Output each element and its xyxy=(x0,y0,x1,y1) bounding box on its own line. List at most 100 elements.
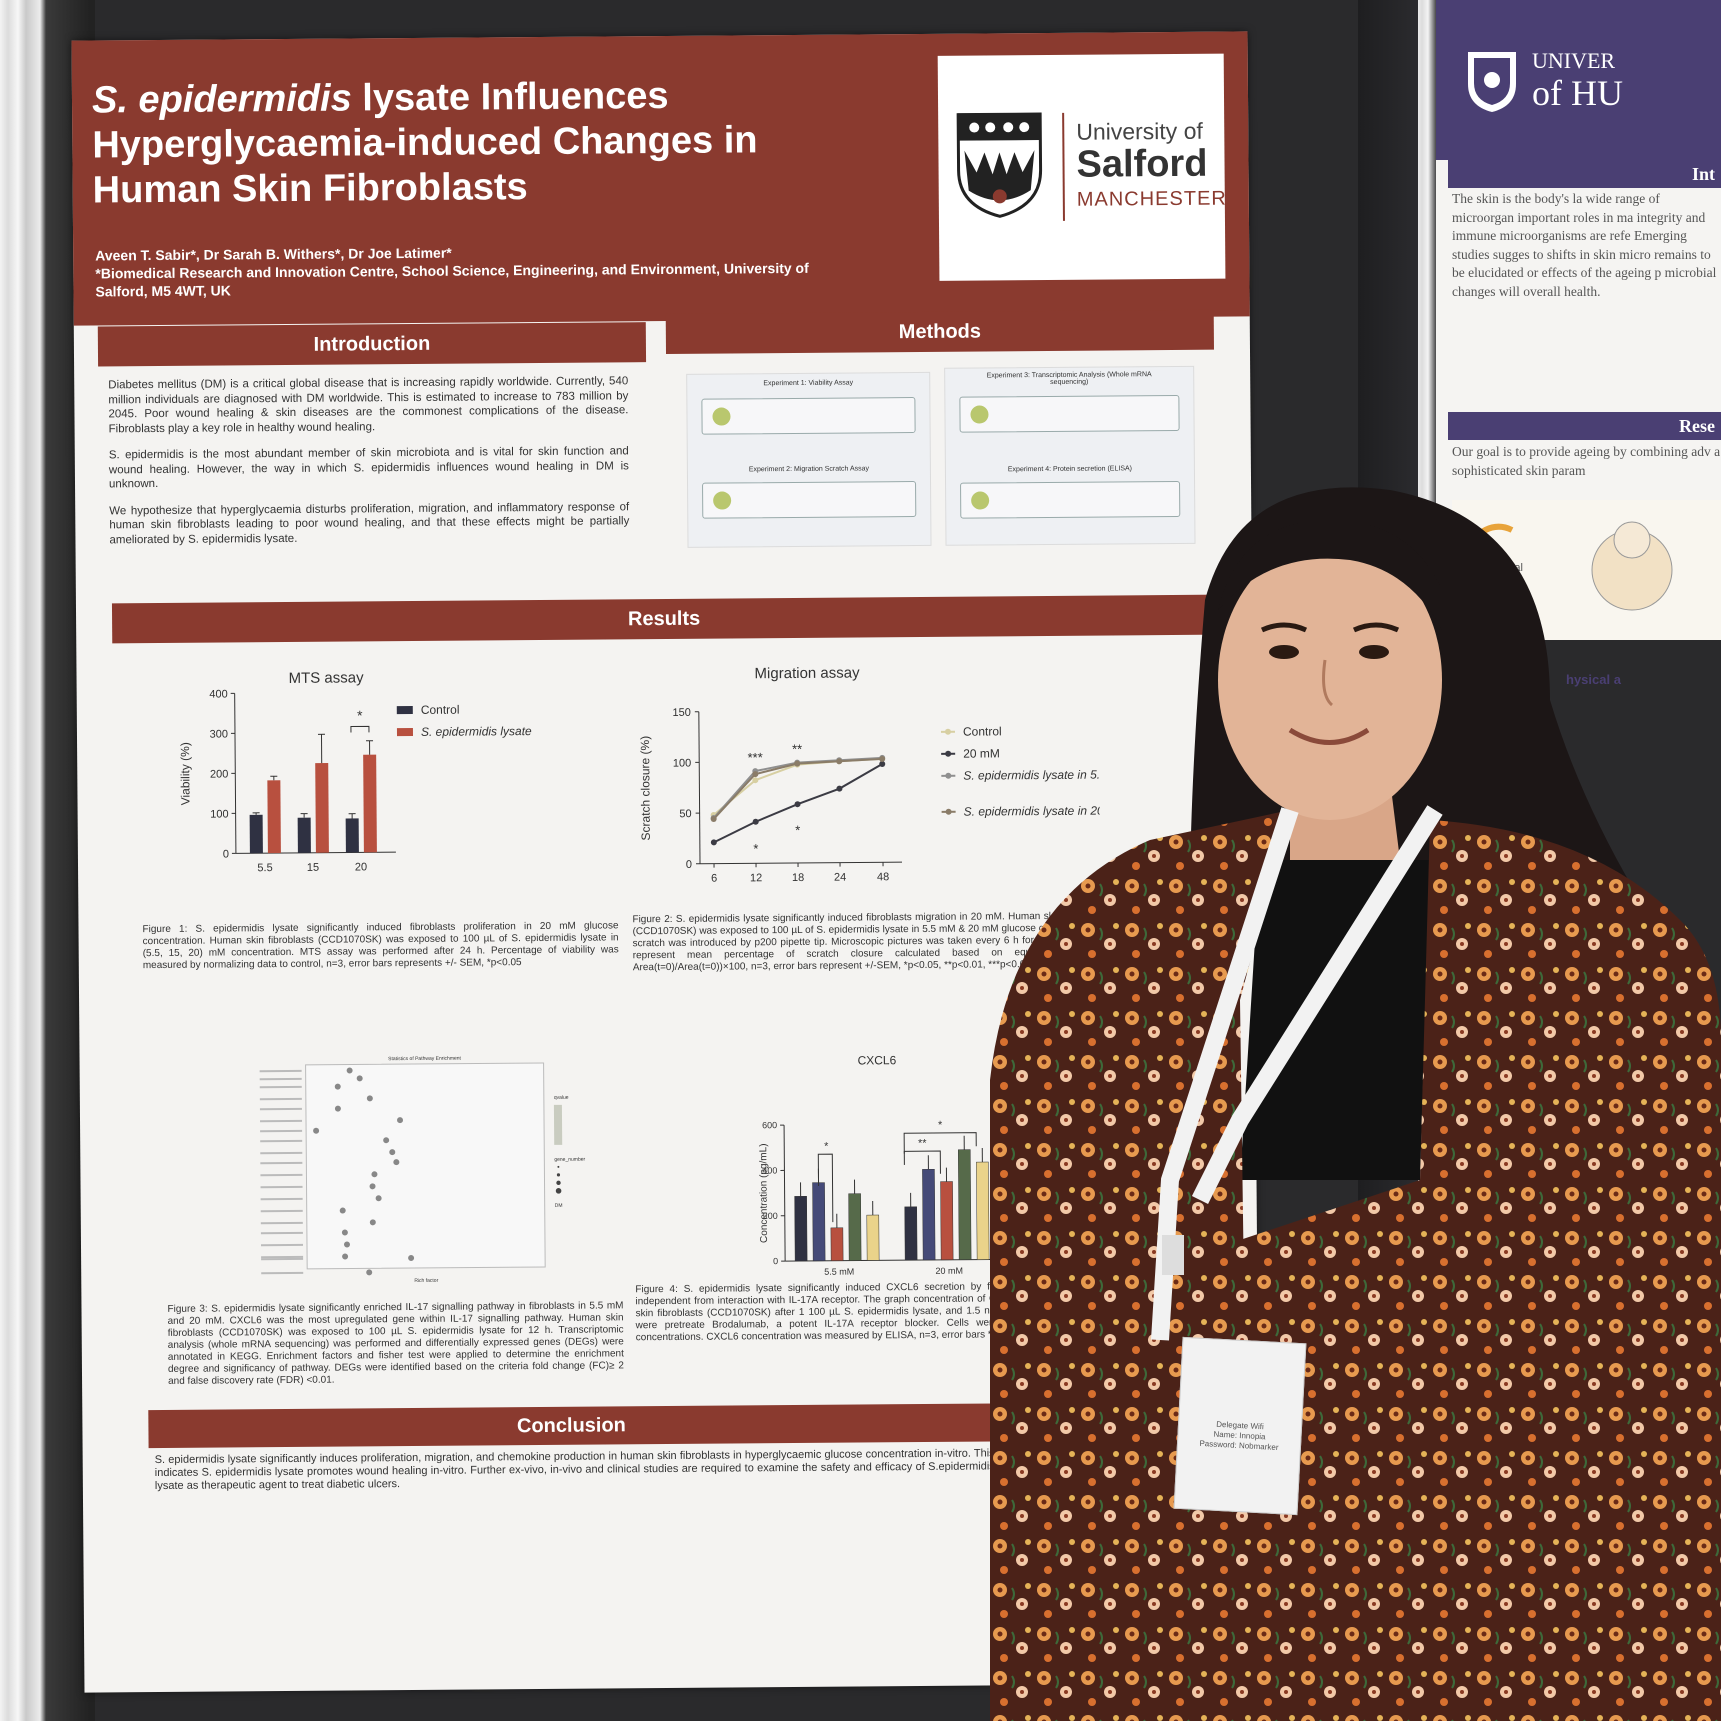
methods-diagram-title: Experiment 1: Viability Assay xyxy=(763,379,854,388)
significance-marker: *** xyxy=(748,750,763,765)
conclusion-body: S. epidermidis lysate significantly indu… xyxy=(154,1447,995,1493)
x-axis xyxy=(700,861,903,865)
x-tick-label: 24 xyxy=(834,872,846,884)
data-point xyxy=(334,1083,341,1090)
data-point xyxy=(371,1171,378,1178)
data-point xyxy=(752,777,759,784)
x-tick-label: 20 xyxy=(355,861,367,873)
x-tick-label: 6 xyxy=(711,873,717,885)
data-point xyxy=(393,1159,400,1166)
significance-marker: ** xyxy=(918,1138,927,1150)
data-point xyxy=(342,1253,349,1260)
data-point xyxy=(879,761,886,768)
data-point xyxy=(408,1255,415,1262)
methods-heading: Methods xyxy=(665,309,1214,354)
figure-3-caption: Figure 3: S. epidermidis lysate signific… xyxy=(167,1300,624,1387)
chart-title: MTS assay xyxy=(288,669,364,687)
y-tick-label: 50 xyxy=(679,808,691,820)
logo-line-2: Salford xyxy=(1076,142,1208,186)
x-tick-label: 15 xyxy=(307,862,319,874)
significance-marker: ** xyxy=(792,741,802,756)
data-point xyxy=(836,758,843,765)
x-axis-label: Glucose concentration (mM) xyxy=(247,881,398,884)
y-tick-label: 100 xyxy=(210,808,228,820)
badge-text: Delegate Wifi Name: Innopia Password: No… xyxy=(1178,1418,1301,1454)
neighbour-text: The skin is the body's la wide range of … xyxy=(1452,191,1717,299)
presenter xyxy=(990,487,1721,1721)
data-point xyxy=(375,1195,382,1202)
x-axis-label: Rich factor xyxy=(414,1278,438,1284)
y-tick-label: 400 xyxy=(762,1165,777,1175)
legend-marker xyxy=(944,728,951,735)
y-tick-label: 0 xyxy=(773,1256,778,1266)
data-point xyxy=(369,1183,376,1190)
mts-bar-chart: MTS assay 0 100 200 300 400 Viability (%) Gluco… xyxy=(178,669,532,884)
poster-authors-block: Aveen T. Sabir*, Dr Sarah B. Withers*, D… xyxy=(95,240,855,300)
y-tick-label: 200 xyxy=(210,768,228,780)
legend-swatch xyxy=(396,727,414,737)
data-point xyxy=(383,1137,390,1144)
data-point xyxy=(313,1127,320,1134)
bar xyxy=(848,1193,862,1261)
legend-marker xyxy=(945,772,952,779)
shield-icon xyxy=(1468,52,1516,112)
university-crest-icon xyxy=(956,112,1043,218)
significance-marker: * xyxy=(357,707,363,723)
significance-bracket xyxy=(903,1132,977,1154)
significance-marker: * xyxy=(795,823,800,838)
bar xyxy=(297,817,311,853)
bar xyxy=(315,763,329,853)
affiliation: *Biomedical Research and Innovation Cent… xyxy=(95,259,809,300)
data-point xyxy=(389,1149,396,1156)
legend-label: 20 mM xyxy=(963,746,1000,760)
pathway-enrichment-chart: Statistics of Pathway Enrichment Rich fac… xyxy=(259,1056,586,1284)
bar xyxy=(904,1206,918,1261)
significance-marker: * xyxy=(824,1141,829,1153)
y-axis-label: Scratch closure (%) xyxy=(638,736,653,841)
intro-paragraph: Diabetes mellitus (DM) is a critical glo… xyxy=(108,375,629,435)
university-logo: University of Salford MANCHESTER xyxy=(937,53,1227,281)
legend-title: DM xyxy=(555,1203,563,1209)
bar xyxy=(830,1227,844,1261)
poster-title: S. epidermidis lysate Influences Hypergl… xyxy=(92,73,813,214)
poster-header: S. epidermidis lysate Influences Hypergl… xyxy=(71,31,1250,326)
data-point xyxy=(346,1067,353,1074)
y-tick-label: 0 xyxy=(223,848,229,860)
y-tick-label: 600 xyxy=(762,1120,777,1130)
methods-flow-step xyxy=(701,397,916,435)
chart-title: Migration assay xyxy=(754,664,860,682)
intro-paragraph: We hypothesize that hyperglycaemia distu… xyxy=(109,500,630,546)
migration-line-chart: Migration assay 0 50 100 150 6 12 18 24 48 Scratch… xyxy=(638,664,1100,885)
data-point xyxy=(334,1105,341,1112)
methods-diagram-title: Experiment 2: Migration Scratch Assay xyxy=(748,465,870,474)
x-tick-label: 48 xyxy=(877,871,889,883)
y-axis xyxy=(783,1125,786,1262)
neighbour-text: Our goal is to provide ageing by combini… xyxy=(1452,444,1721,478)
data-point xyxy=(752,771,759,778)
legend-size-marker xyxy=(555,1188,562,1194)
y-tick-label: 300 xyxy=(210,728,228,740)
bar xyxy=(345,818,359,853)
y-tick-label: 400 xyxy=(209,688,227,700)
color-scale xyxy=(553,1104,563,1145)
introduction-heading: Introduction xyxy=(97,322,647,367)
introduction-body: Diabetes mellitus (DM) is a critical glo… xyxy=(108,374,629,559)
bar xyxy=(866,1214,880,1261)
bar xyxy=(249,814,263,854)
legend-size-marker xyxy=(556,1180,561,1186)
neighbour-uni-name-2: of HU xyxy=(1532,73,1623,113)
significance-bracket xyxy=(817,1153,834,1223)
logo-line-1: University of xyxy=(1076,117,1203,145)
data-point xyxy=(341,1229,348,1236)
neighbour-section-bar: Int xyxy=(1448,160,1721,188)
bar xyxy=(958,1149,972,1260)
neighbour-poster-header: UNIVER of HU xyxy=(1436,0,1721,160)
y-axis-label: Viability (%) xyxy=(178,742,192,805)
legend-label: Control xyxy=(963,724,1002,738)
intro-paragraph: S. epidermidis is the most abundant memb… xyxy=(108,445,629,491)
data-point xyxy=(710,839,717,846)
chart-title: Statistics of Pathway Enrichment xyxy=(388,1056,461,1063)
legend-label: S. epidermidis lysate in 5.5 mM xyxy=(963,767,1100,782)
legend-swatch xyxy=(396,705,413,715)
y-tick-label: 150 xyxy=(672,707,690,719)
